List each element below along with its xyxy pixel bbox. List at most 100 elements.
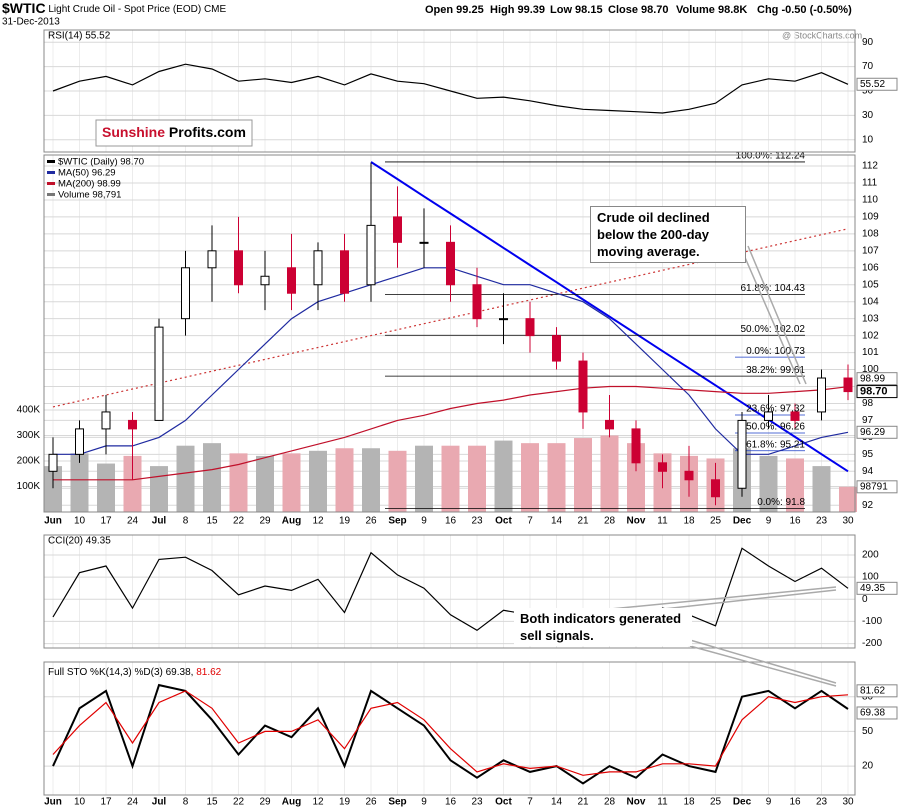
- candle-body: [260, 275, 270, 286]
- value-tag-box: [856, 77, 898, 91]
- panel-title: RSI(14) 55.52: [48, 31, 111, 42]
- y-tick-label: 110: [862, 195, 878, 206]
- x-tick-label: 22: [233, 516, 245, 527]
- volume-bar: [44, 466, 62, 512]
- value-tag-box: [856, 581, 898, 595]
- x-tick-label: 26: [365, 516, 377, 527]
- indicator-line: [52, 690, 849, 776]
- y-tick-label: 102: [862, 330, 879, 341]
- header-title: $WTIC Light Crude Oil - Spot Price (EOD)…: [2, 0, 227, 16]
- value-tag-box: [856, 425, 898, 439]
- x-tick-label: 10: [74, 516, 86, 527]
- candle-body: [684, 470, 694, 481]
- legend-entry: 81.62: [196, 667, 221, 678]
- y-tick-label: 400K: [17, 405, 41, 416]
- candle-body: [843, 377, 853, 393]
- quote-item: Low 98.15: [550, 4, 603, 16]
- volume-bar: [574, 438, 592, 512]
- callout-line: [739, 245, 807, 385]
- annotation: Both indicators generated sell signals.: [514, 608, 692, 646]
- value-tag-box: [856, 372, 898, 386]
- value-tag: 98791: [860, 481, 888, 492]
- x-tick-label: 17: [100, 516, 112, 527]
- indicator-line: [52, 547, 849, 640]
- volume-bar: [494, 440, 513, 512]
- x-tick-label: 23: [816, 797, 828, 808]
- layer: [48, 63, 853, 785]
- candle-body: [711, 479, 720, 498]
- legend-marker: [47, 182, 55, 185]
- candle-body: [234, 250, 243, 286]
- date: 31-Dec-2013: [2, 17, 60, 28]
- moving-average: [53, 385, 849, 481]
- y-tick-label: 300K: [17, 430, 41, 441]
- x-tick-label: 29: [259, 516, 271, 527]
- x-tick-label: Aug: [282, 516, 301, 527]
- candle-body: [207, 250, 217, 269]
- volume-bar: [600, 435, 619, 512]
- x-tick-label: 7: [527, 797, 533, 808]
- quote: Open 99.25 High 99.39 Low 98.15 Close 98…: [425, 4, 852, 16]
- y-tick-label: 105: [862, 279, 879, 290]
- x-tick-label: 19: [339, 516, 351, 527]
- candle-body: [181, 267, 190, 320]
- y-tick-label: 98: [862, 398, 874, 409]
- fib-label: 0.0%: 91.8: [757, 497, 805, 508]
- layer: [44, 435, 857, 512]
- candle-body: [128, 419, 137, 430]
- candle-body: [578, 360, 588, 413]
- candle-body: [154, 326, 164, 421]
- candle-body: [525, 318, 535, 337]
- volume-bar: [256, 455, 274, 512]
- x-tick-label: 12: [312, 516, 324, 527]
- volume-bar: [415, 445, 433, 512]
- quote-item: Chg -0.50 (-0.50%): [757, 4, 852, 16]
- x-tick-label: 25: [710, 516, 722, 527]
- candle-body: [287, 267, 296, 294]
- callout-line: [689, 639, 837, 687]
- x-tick-label: 16: [445, 797, 457, 808]
- x-tick-label: 18: [683, 516, 695, 527]
- y-tick-label: 200: [862, 550, 879, 561]
- panel-title: CCI(20) 49.35: [48, 536, 111, 547]
- candle-body: [790, 411, 800, 421]
- volume-bar: [150, 466, 168, 512]
- quote-item: Volume 98.8K: [676, 4, 747, 16]
- candle-body: [393, 216, 402, 243]
- x-tick-label: 28: [604, 797, 616, 808]
- quote-item: High 99.39: [490, 4, 545, 16]
- fib-label: 50.0%: 102.02: [741, 324, 806, 335]
- x-tick-label: 10: [74, 797, 86, 808]
- volume-bar: [547, 443, 566, 512]
- volume-bar: [229, 453, 248, 512]
- candle-body: [75, 428, 84, 455]
- y-tick-label: -100: [862, 616, 882, 627]
- candle-body: [313, 250, 323, 286]
- candle-body: [658, 462, 667, 472]
- y-tick-label: -200: [862, 638, 882, 649]
- volume-bar: [839, 486, 857, 512]
- y-tick-label: 97: [862, 415, 874, 426]
- x-tick-label: Dec: [733, 797, 752, 808]
- x-tick-label: Oct: [495, 797, 512, 808]
- x-tick-label: 21: [577, 516, 589, 527]
- x-tick-label: 30: [842, 797, 854, 808]
- x-tick-label: 23: [471, 797, 483, 808]
- x-tick-label: 8: [183, 516, 189, 527]
- volume-bar: [759, 455, 778, 512]
- candle-body: [419, 241, 429, 244]
- x-tick-label: 24: [127, 516, 139, 527]
- x-tick-label: 9: [421, 797, 427, 808]
- callouts: [599, 245, 837, 687]
- legend-entry: MA(200) 98.99: [58, 179, 121, 190]
- value-tag: 69.38: [860, 708, 885, 719]
- x-tick-label: Jul: [152, 516, 167, 527]
- legend-entry: Full STO %K(14,3) %D(3): [48, 667, 163, 678]
- y-tick-label: 106: [862, 262, 879, 273]
- legend-entry: 69.38,: [166, 667, 194, 678]
- legend-marker: [47, 160, 55, 163]
- y-tick-label: 50: [862, 86, 874, 97]
- volume-bar: [309, 450, 327, 512]
- x-tick-label: 7: [527, 516, 533, 527]
